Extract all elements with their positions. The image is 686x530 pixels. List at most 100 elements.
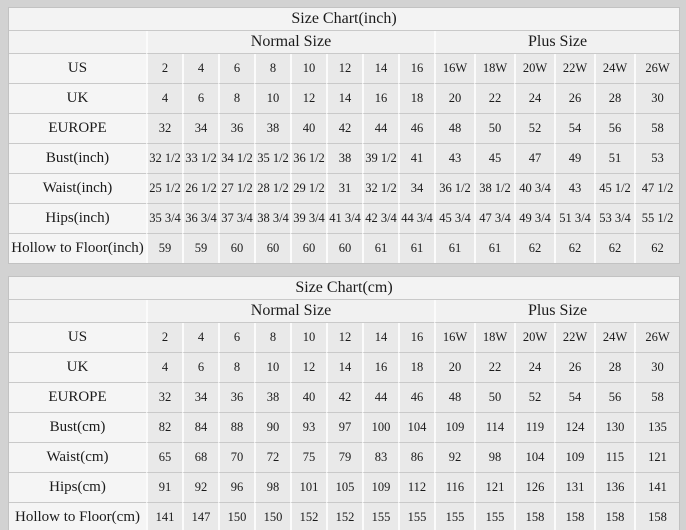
- table-cell: 45 3/4: [434, 204, 474, 234]
- table-cell: 62: [634, 234, 680, 263]
- table-cell: 35 1/2: [254, 144, 290, 174]
- table-cell: 29 1/2: [290, 174, 326, 204]
- group-header-plus-size: Plus Size: [434, 300, 680, 323]
- table-cell: 62: [514, 234, 554, 263]
- table-cell: 83: [362, 443, 398, 473]
- table-cell: 60: [290, 234, 326, 263]
- row-label: UK: [9, 84, 146, 114]
- table-cell: 38: [254, 383, 290, 413]
- table-cell: 14: [362, 323, 398, 353]
- table-cell: 47 1/2: [634, 174, 680, 204]
- row-label: Bust(cm): [9, 413, 146, 443]
- table-cell: 51 3/4: [554, 204, 594, 234]
- table-cell: 75: [290, 443, 326, 473]
- table-cell: 30: [634, 353, 680, 383]
- table-cell: 16: [398, 323, 434, 353]
- table-cell: 6: [218, 323, 254, 353]
- table-cell: 59: [182, 234, 218, 263]
- table-cell: 10: [290, 323, 326, 353]
- table-cell: 24W: [594, 323, 634, 353]
- table-cell: 20W: [514, 323, 554, 353]
- table-cell: 33 1/2: [182, 144, 218, 174]
- table-cell: 62: [554, 234, 594, 263]
- table-cell: 52: [514, 383, 554, 413]
- table-cell: 114: [474, 413, 514, 443]
- table-cell: 109: [362, 473, 398, 503]
- table-cell: 116: [434, 473, 474, 503]
- table-cell: 55 1/2: [634, 204, 680, 234]
- table-cell: 24: [514, 84, 554, 114]
- table-cell: 16: [362, 84, 398, 114]
- table-cell: 8: [218, 84, 254, 114]
- table-cell: 28 1/2: [254, 174, 290, 204]
- table-row: US 2 4 6 8 10 12 14 16 16W 18W 20W 22W 24W 26W: [9, 54, 680, 84]
- table-row: UK 4 6 8 10 12 14 16 18 20 22 24 26 28 30: [9, 84, 680, 114]
- table-cell: 152: [290, 503, 326, 530]
- table-cell: 36 1/2: [434, 174, 474, 204]
- table-cell: 124: [554, 413, 594, 443]
- table-cell: 24: [514, 353, 554, 383]
- table-cell: 82: [146, 413, 182, 443]
- table-cell: 38 3/4: [254, 204, 290, 234]
- table-cell: 24W: [594, 54, 634, 84]
- table-cell: 119: [514, 413, 554, 443]
- table-cell: 26: [554, 84, 594, 114]
- table-cell: 61: [474, 234, 514, 263]
- row-label: Waist(inch): [9, 174, 146, 204]
- table-cell: 86: [398, 443, 434, 473]
- table-cell: 12: [290, 84, 326, 114]
- table-cell: 2: [146, 323, 182, 353]
- table-cell: 27 1/2: [218, 174, 254, 204]
- table-cell: 65: [146, 443, 182, 473]
- table-cell: 158: [634, 503, 680, 530]
- row-label: UK: [9, 353, 146, 383]
- table-cell: 56: [594, 114, 634, 144]
- table-cell: 105: [326, 473, 362, 503]
- table-row: EUROPE 32 34 36 38 40 42 44 46 48 50 52 54 56 58: [9, 383, 680, 413]
- table-cell: 42: [326, 383, 362, 413]
- table-cell: 47: [514, 144, 554, 174]
- table-cell: 20: [434, 84, 474, 114]
- table-cell: 152: [326, 503, 362, 530]
- table-row: EUROPE 32 34 36 38 40 42 44 46 48 50 52 54 56 58: [9, 114, 680, 144]
- table-cell: 150: [254, 503, 290, 530]
- table-cell: 90: [254, 413, 290, 443]
- corner-cell: [9, 31, 146, 54]
- table-row: Bust(cm) 82 84 88 90 93 97 100 104 109 114 119 124 13…: [9, 413, 680, 443]
- table-cell: 41 3/4: [326, 204, 362, 234]
- table-cell: 98: [474, 443, 514, 473]
- table-cell: 43: [434, 144, 474, 174]
- table-cell: 32 1/2: [146, 144, 182, 174]
- row-label: US: [9, 323, 146, 353]
- table-cell: 121: [474, 473, 514, 503]
- table-title: Size Chart(cm): [9, 277, 680, 300]
- table-cell: 52: [514, 114, 554, 144]
- table-cell: 28: [594, 353, 634, 383]
- table-cell: 41: [398, 144, 434, 174]
- row-label: Hips(cm): [9, 473, 146, 503]
- table-cell: 49 3/4: [514, 204, 554, 234]
- table-cell: 10: [254, 84, 290, 114]
- table-cell: 10: [254, 353, 290, 383]
- table-cell: 48: [434, 114, 474, 144]
- table-cell: 121: [634, 443, 680, 473]
- table-cell: 155: [398, 503, 434, 530]
- size-chart-cm-table: Size Chart(cm) Normal Size Plus Size US 2 4 6 8…: [8, 276, 681, 530]
- table-cell: 8: [254, 323, 290, 353]
- table-cell: 45 1/2: [594, 174, 634, 204]
- table-row: Hips(cm) 91 92 96 98 101 105 109 112 116 121 126 131…: [9, 473, 680, 503]
- table-cell: 50: [474, 114, 514, 144]
- table-cell: 100: [362, 413, 398, 443]
- table-cell: 12: [290, 353, 326, 383]
- table-cell: 92: [434, 443, 474, 473]
- row-label: Hips(inch): [9, 204, 146, 234]
- table-cell: 97: [326, 413, 362, 443]
- table-cell: 115: [594, 443, 634, 473]
- group-header-row: Normal Size Plus Size: [9, 31, 680, 54]
- size-chart-inch-table: Size Chart(inch) Normal Size Plus Size US 2 4…: [8, 7, 681, 264]
- table-cell: 22: [474, 84, 514, 114]
- table-cell: 59: [146, 234, 182, 263]
- table-cell: 36: [218, 114, 254, 144]
- table-cell: 36 3/4: [182, 204, 218, 234]
- row-label: EUROPE: [9, 114, 146, 144]
